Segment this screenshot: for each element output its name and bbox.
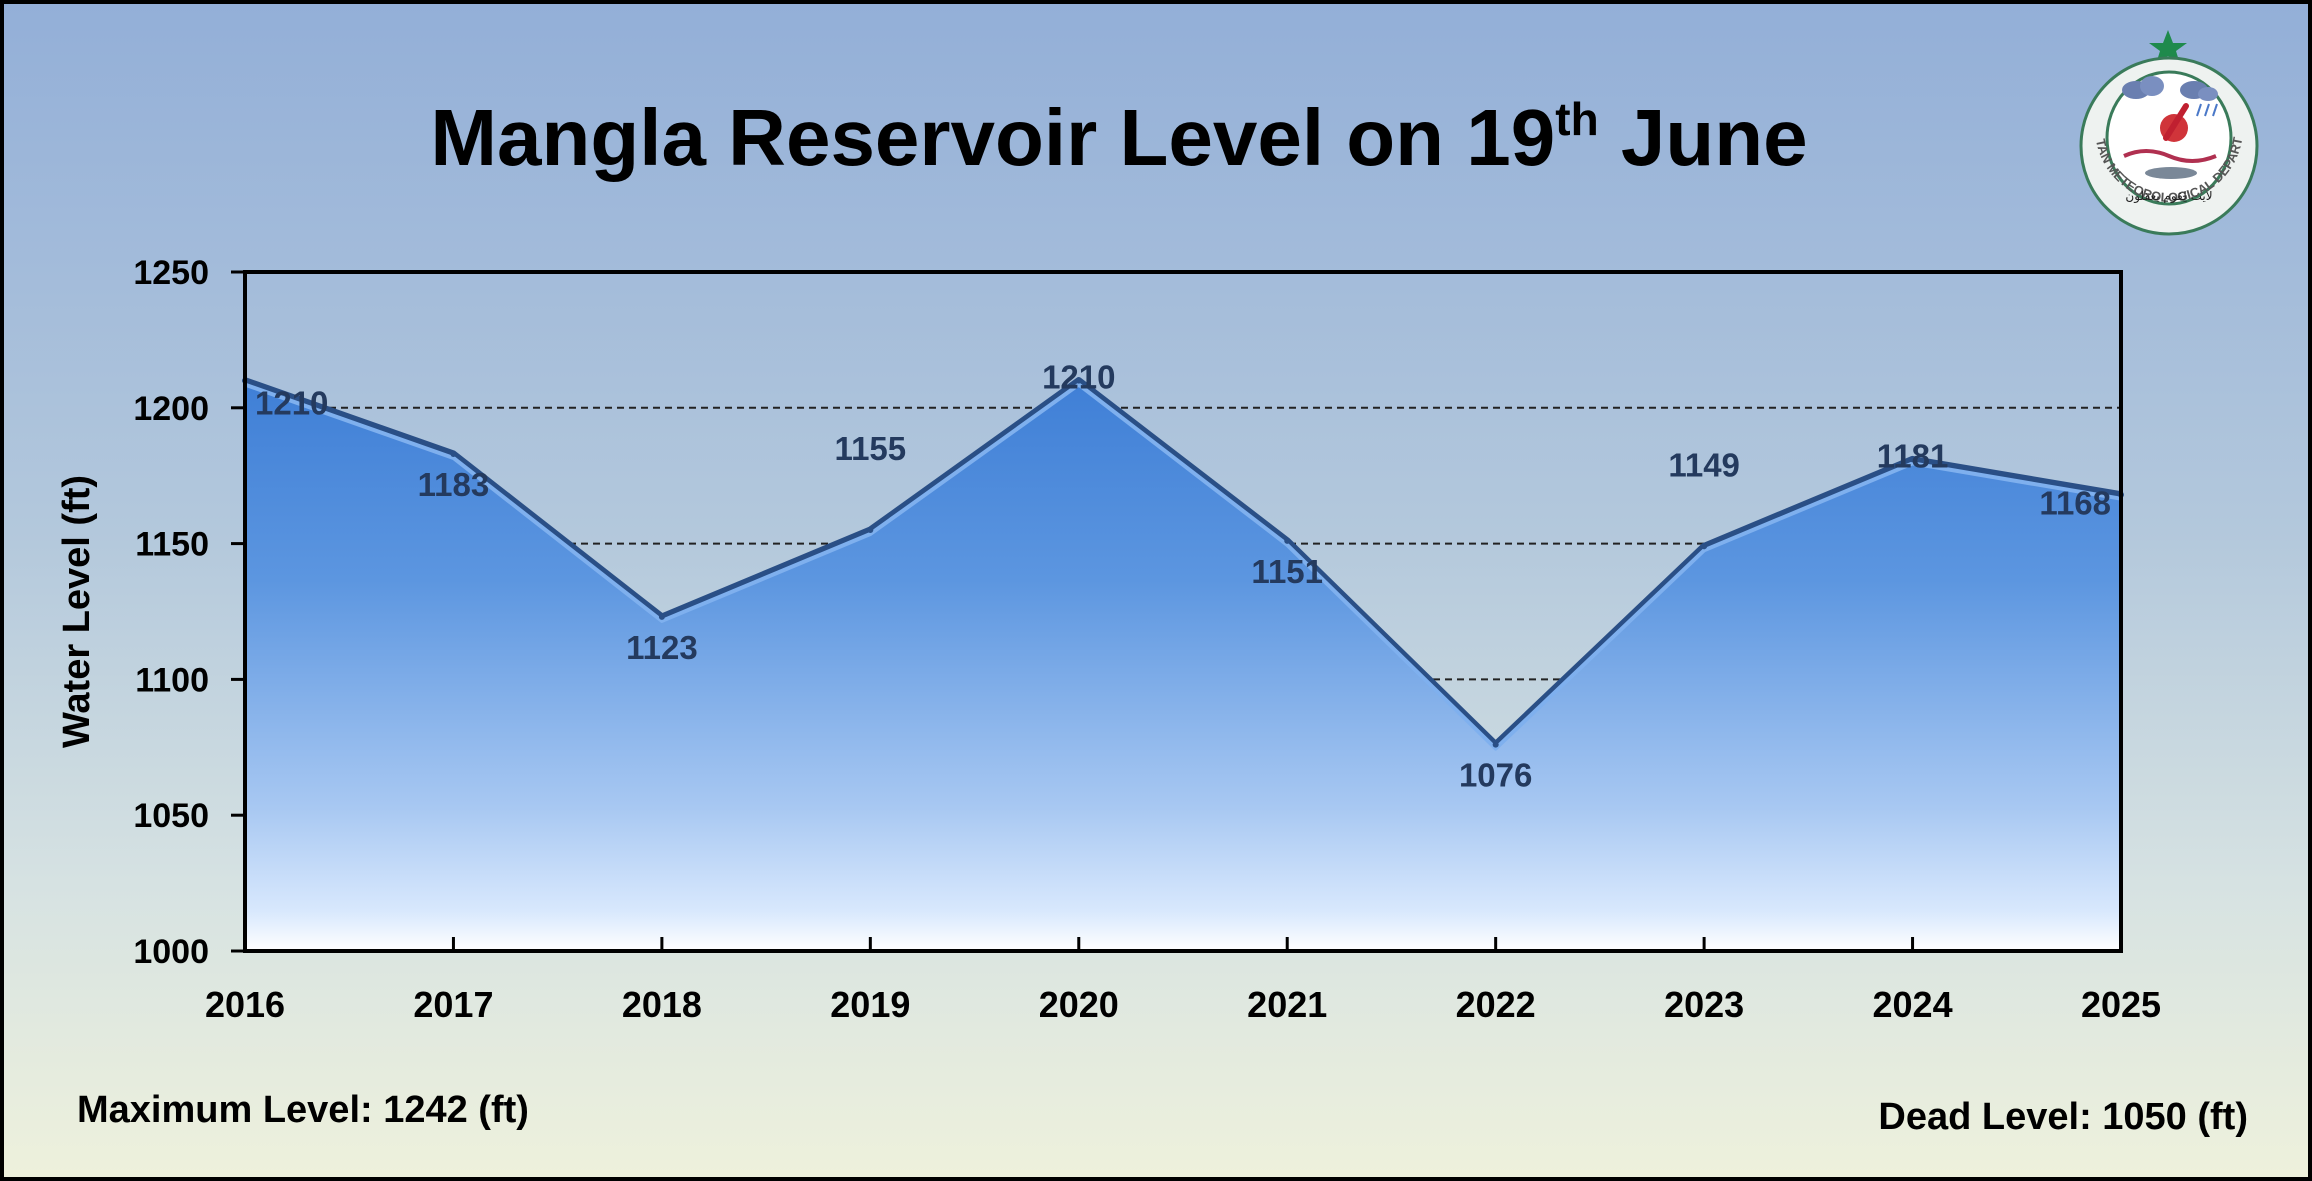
area-chart: 1000 1050 1100 1150 1200 1250 2016 2017 2018 2019… [56, 254, 2161, 1025]
ship-icon [2145, 167, 2197, 179]
dead-level-note: Dead Level: 1050 (ft) [1878, 1096, 2248, 1138]
data-label-2020: 1210 [1042, 359, 1115, 396]
data-point-2019 [867, 527, 874, 534]
pmd-logo: PAKISTAN METEOROLOGICAL DEPARTMENT لایت … [2066, 28, 2259, 236]
x-tick-label-2019: 2019 [830, 984, 910, 1025]
data-label-2024: 1181 [1877, 437, 1949, 474]
waves-icon [2123, 149, 2217, 163]
x-tick-label-2025: 2025 [2081, 984, 2161, 1025]
axes: 1000 1050 1100 1150 1200 1250 2016 2017 2018 2019… [56, 254, 2161, 1025]
data-labels: 1210 1183 1123 1155 1210 1151 1076 1149 1181 1168 [255, 359, 2111, 794]
plot-frame [243, 270, 2123, 953]
series-highlight [244, 382, 2122, 751]
data-label-2018: 1123 [626, 629, 698, 666]
y-axis-title: Water Level (ft) [56, 475, 98, 748]
data-point-2021 [1284, 537, 1291, 544]
data-label-2023: 1149 [1668, 446, 1740, 483]
y-tick-label-1150: 1150 [135, 526, 209, 564]
x-tick-label-2018: 2018 [622, 984, 702, 1025]
data-point-2023 [1701, 543, 1708, 550]
data-label-2022: 1076 [1459, 757, 1532, 794]
y-tick-label-1100: 1100 [135, 661, 209, 699]
data-label-2025: 1168 [2039, 485, 2111, 522]
data-point-2018 [658, 613, 665, 620]
x-tick-label-2023: 2023 [1664, 984, 1744, 1025]
cloud-icon [2122, 76, 2218, 101]
data-label-2017: 1183 [418, 466, 490, 503]
title-superscript: th [1555, 93, 1599, 145]
star-icon [2149, 30, 2187, 64]
data-point-2020 [1075, 377, 1082, 384]
y-tick-label-1000: 1000 [133, 933, 209, 971]
data-label-2021: 1151 [1251, 553, 1323, 590]
area-series [242, 377, 2124, 951]
x-tick-label-2017: 2017 [413, 984, 493, 1025]
thermometer-icon [2163, 103, 2189, 141]
x-tick-label-2016: 2016 [205, 984, 285, 1025]
data-label-2016: 1210 [255, 385, 328, 422]
logo-motto: لایت لِقوم یعقلون [2125, 189, 2212, 204]
area-fill [245, 380, 2121, 951]
rain-icon [2196, 103, 2218, 117]
data-label-2019: 1155 [835, 430, 907, 467]
data-point-2024 [1909, 456, 1916, 463]
x-tick-label-2024: 2024 [1873, 984, 1953, 1025]
title-rest: June [1598, 93, 1808, 182]
y-tick-label-1200: 1200 [133, 390, 209, 428]
series-outline [243, 377, 2122, 749]
x-tick-label-2020: 2020 [1039, 984, 1119, 1025]
data-point-2017 [450, 450, 457, 457]
chart-title: Mangla Reservoir Level on 19th June [4, 92, 2234, 184]
y-tick-label-1050: 1050 [133, 797, 209, 835]
x-tick-label-2022: 2022 [1456, 984, 1536, 1025]
y-tick-label-1250: 1250 [133, 254, 209, 292]
x-tick-label-2021: 2021 [1247, 984, 1327, 1025]
maximum-level-note: Maximum Level: 1242 (ft) [77, 1089, 529, 1131]
data-point-2022 [1492, 741, 1499, 748]
title-main: Mangla Reservoir Level on 19 [430, 93, 1556, 182]
